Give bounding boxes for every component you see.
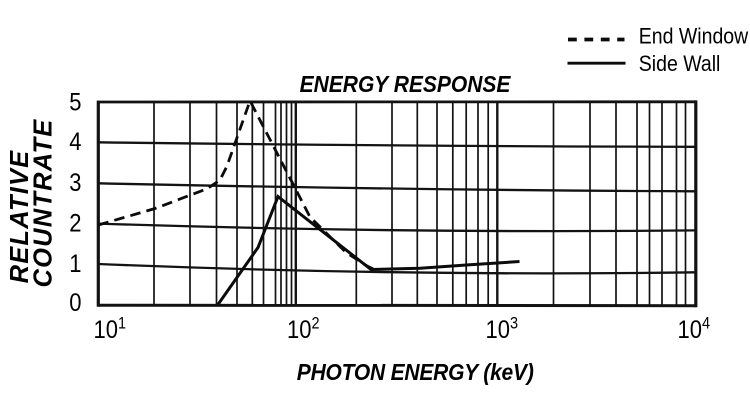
svg-text:ENERGY RESPONSE: ENERGY RESPONSE [300, 71, 512, 97]
svg-text:0: 0 [69, 289, 81, 316]
svg-text:End Window: End Window [639, 25, 748, 49]
svg-text:COUNTRATE: COUNTRATE [30, 119, 58, 288]
svg-text:Side Wall: Side Wall [639, 52, 721, 76]
svg-text:4: 4 [69, 128, 81, 155]
svg-text:RELATIVE: RELATIVE [6, 150, 34, 284]
svg-text:PHOTON ENERGY (keV): PHOTON ENERGY (keV) [297, 359, 534, 385]
svg-text:1: 1 [69, 250, 81, 277]
svg-text:5: 5 [69, 88, 81, 115]
svg-text:3: 3 [69, 169, 81, 196]
svg-text:2: 2 [69, 210, 81, 237]
